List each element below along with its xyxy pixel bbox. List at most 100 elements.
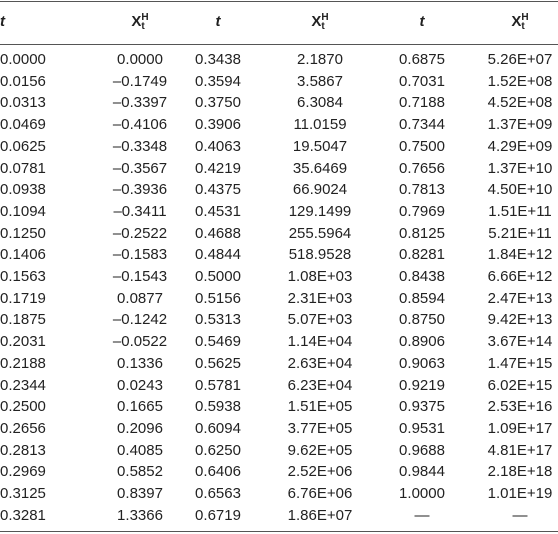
table-cell: 0.4375 bbox=[195, 181, 241, 199]
table-cell: 518.9528 bbox=[288, 246, 352, 264]
table-cell: 1.84E+12 bbox=[487, 246, 553, 264]
table-cell: 1.3366 bbox=[117, 506, 163, 524]
table-cell: 0.6094 bbox=[195, 419, 241, 437]
table-cell: 0.1719 bbox=[0, 289, 46, 307]
table-cell: 0.3281 bbox=[0, 506, 46, 524]
header-superscript: H bbox=[521, 12, 529, 24]
table-cell: 0.6563 bbox=[195, 485, 241, 502]
table-cell: 6.02E+15 bbox=[487, 376, 553, 394]
table-cell: 0.1563 bbox=[0, 268, 46, 285]
table-cell: 11.0159 bbox=[293, 116, 347, 134]
header-symbol: X bbox=[131, 13, 142, 30]
table-cell: 0.7813 bbox=[399, 181, 445, 199]
table-cell: 0.7656 bbox=[399, 159, 445, 177]
table-cell: 0.5938 bbox=[195, 398, 241, 416]
header-superscript: H bbox=[321, 12, 329, 24]
table-cell: 0.4844 bbox=[195, 246, 241, 264]
table-cell: –0.2522 bbox=[112, 224, 168, 242]
table-cell: 0.0156 bbox=[0, 72, 46, 90]
table-cell: 0.9063 bbox=[399, 354, 445, 372]
header-cell: t bbox=[0, 12, 5, 32]
table-cell: 4.50E+10 bbox=[487, 181, 553, 199]
table-cell: 0.0877 bbox=[117, 289, 163, 307]
table-cell: — bbox=[414, 506, 430, 524]
table-cell: 0.2188 bbox=[0, 354, 46, 372]
table-cell: 2.53E+16 bbox=[487, 398, 553, 416]
table-cell: 1.51E+05 bbox=[287, 398, 353, 416]
table-cell: 0.9531 bbox=[399, 419, 445, 437]
table-cell: 0.1094 bbox=[0, 202, 46, 220]
table-cell: 0.6250 bbox=[195, 441, 241, 459]
header-subscript: t bbox=[141, 21, 145, 33]
table-cell: 0.0625 bbox=[0, 137, 46, 155]
table-cell: 35.6469 bbox=[292, 159, 348, 177]
table-cell: 1.52E+08 bbox=[487, 72, 553, 90]
table-cell: — bbox=[512, 506, 528, 524]
table-cell: 1.14E+04 bbox=[287, 333, 353, 351]
table-cell: 0.5156 bbox=[195, 289, 241, 307]
table-cell: 1.51E+11 bbox=[488, 202, 552, 220]
table-cell: 0.8397 bbox=[117, 485, 163, 502]
table-cell: 4.52E+08 bbox=[487, 94, 553, 112]
table-cell: 129.1499 bbox=[288, 202, 352, 220]
header-symbol: t bbox=[419, 13, 425, 30]
table-cell: 5.21E+11 bbox=[488, 224, 552, 242]
table-cell: 0.0469 bbox=[0, 116, 46, 134]
table-cell: –0.1242 bbox=[112, 311, 168, 329]
table-cell: 5.07E+03 bbox=[287, 311, 353, 329]
table-cell: 0.3438 bbox=[195, 51, 241, 68]
table-cell: 1.09E+17 bbox=[487, 419, 553, 437]
table-cell: 0.7031 bbox=[399, 72, 445, 90]
table-cell: 2.52E+06 bbox=[287, 463, 353, 481]
top-rule bbox=[0, 1, 558, 2]
table-cell: 0.5313 bbox=[195, 311, 241, 329]
table-cell: 0.5625 bbox=[195, 354, 241, 372]
table-cell: 0.3906 bbox=[195, 116, 241, 134]
table-cell: –0.3411 bbox=[113, 202, 167, 220]
table-cell: 3.67E+14 bbox=[487, 333, 553, 351]
table-cell: 0.0313 bbox=[0, 94, 46, 112]
table-cell: 2.31E+03 bbox=[287, 289, 353, 307]
table-cell: 4.81E+17 bbox=[487, 441, 553, 459]
header-superscript: H bbox=[141, 12, 149, 24]
table-cell: 4.29E+09 bbox=[487, 137, 553, 155]
table-cell: –0.3936 bbox=[112, 181, 168, 199]
table-cell: 0.1406 bbox=[0, 246, 46, 264]
table-cell: 2.47E+13 bbox=[487, 289, 553, 307]
table-cell: 0.2096 bbox=[117, 419, 163, 437]
table-cell: 6.66E+12 bbox=[487, 268, 553, 285]
table-cell: 0.1875 bbox=[0, 311, 46, 329]
header-symbol: X bbox=[311, 13, 322, 30]
table-cell: 0.4688 bbox=[195, 224, 241, 242]
table-cell: 0.9688 bbox=[399, 441, 445, 459]
table-cell: 1.0000 bbox=[399, 485, 445, 502]
table-cell: 0.2969 bbox=[0, 463, 46, 481]
table-cell: 1.37E+09 bbox=[487, 116, 553, 134]
table-cell: 0.6406 bbox=[195, 463, 241, 481]
table-cell: 0.9219 bbox=[399, 376, 445, 394]
table-cell: 255.5964 bbox=[288, 224, 352, 242]
header-cell: t bbox=[216, 12, 221, 32]
table-cell: 1.47E+15 bbox=[487, 354, 553, 372]
table-cell: 6.3084 bbox=[297, 94, 343, 112]
table-cell: 66.9024 bbox=[292, 181, 348, 199]
table-cell: 3.77E+05 bbox=[287, 419, 353, 437]
table-cell: –0.3397 bbox=[112, 94, 168, 112]
table-cell: –0.3567 bbox=[112, 159, 168, 177]
table-cell: 0.1250 bbox=[0, 224, 46, 242]
table-cell: 0.7344 bbox=[399, 116, 445, 134]
table-cell: 1.08E+03 bbox=[287, 268, 353, 285]
table-cell: 0.1665 bbox=[117, 398, 163, 416]
header-symbol: t bbox=[0, 13, 5, 30]
table-cell: 2.1870 bbox=[297, 51, 343, 68]
table-cell: 9.42E+13 bbox=[487, 311, 553, 329]
table-cell: 0.6875 bbox=[399, 51, 445, 68]
table-cell: 0.2500 bbox=[0, 398, 46, 416]
table-cell: 0.4063 bbox=[195, 137, 241, 155]
table-cell: 0.1336 bbox=[117, 354, 163, 372]
table-cell: 0.4219 bbox=[195, 159, 241, 177]
